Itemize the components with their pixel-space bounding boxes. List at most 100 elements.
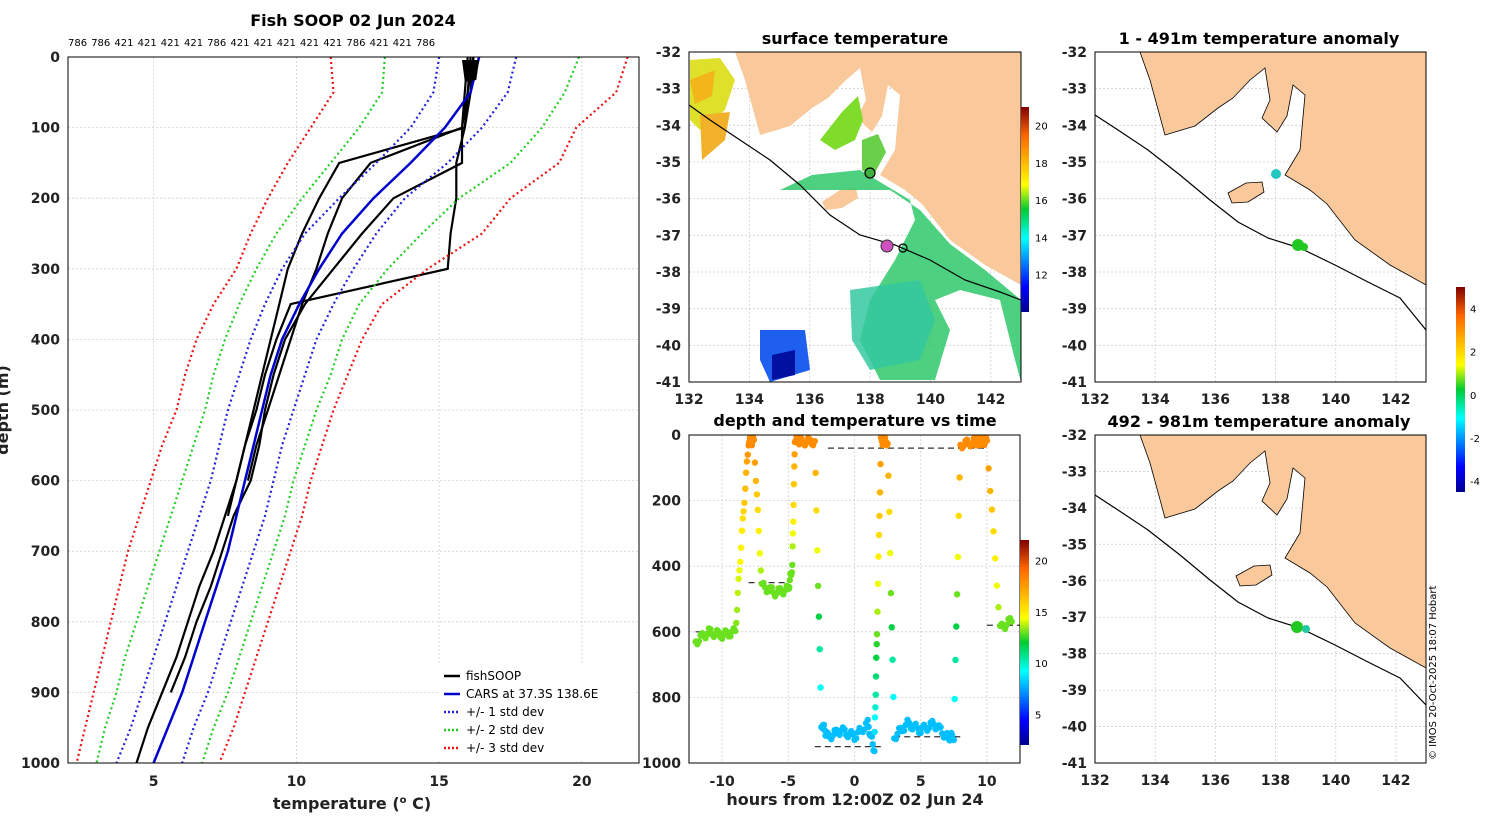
profile-top-label: 421 bbox=[370, 38, 389, 49]
depth-time-point bbox=[789, 530, 797, 537]
depth-time-point bbox=[868, 733, 876, 740]
profile-x-ticks: 5 10 15 20 bbox=[149, 774, 592, 790]
map-x-tick: 134 bbox=[1141, 392, 1170, 408]
map-y-tick: -35 bbox=[656, 155, 681, 171]
depth-time-point bbox=[886, 549, 894, 557]
map-y-tick: -34 bbox=[1062, 118, 1088, 134]
colorbar-tick: 18 bbox=[1035, 159, 1048, 170]
depth-time-point bbox=[987, 487, 994, 495]
depth-time-point bbox=[937, 724, 944, 731]
legend-label-std2: +/- 2 std dev bbox=[466, 723, 544, 737]
legend-label-std1: +/- 1 std dev bbox=[466, 705, 544, 719]
map-y-tick: -32 bbox=[656, 45, 681, 61]
map-y-tick: -33 bbox=[1062, 82, 1087, 98]
depth-time-point bbox=[917, 729, 924, 737]
map-y-tick: -37 bbox=[656, 228, 681, 244]
profile-line--1-std-dev-high- bbox=[181, 57, 518, 763]
sst-ship-marker bbox=[880, 239, 894, 253]
profile-y-tick: 100 bbox=[31, 121, 60, 137]
sst-cold-core bbox=[772, 350, 795, 380]
profile-line--2-std-dev-high- bbox=[201, 57, 581, 763]
profile-top-label: 786 bbox=[416, 38, 435, 49]
legend-box bbox=[438, 663, 634, 759]
depth-time-point bbox=[815, 613, 823, 620]
sst-x-ticks: 132 134 136 138 140 142 bbox=[674, 392, 1005, 408]
sst-west-hot bbox=[690, 70, 715, 104]
map-y-tick: -33 bbox=[656, 82, 681, 98]
profile-y-tick: 400 bbox=[31, 332, 60, 348]
sst-colorbar bbox=[1021, 107, 1029, 312]
depth-time-point bbox=[990, 528, 997, 535]
map-y-tick: -41 bbox=[1062, 756, 1087, 772]
anom1-marker-shelf-2 bbox=[1300, 243, 1308, 251]
depth-time-point bbox=[741, 499, 748, 507]
profile-y-tick: 1000 bbox=[21, 756, 60, 772]
depth-time-point bbox=[873, 641, 880, 648]
anom2-map-panel: 492 - 981m temperature anomaly 132 134 136… bbox=[1062, 412, 1427, 789]
depth-time-point bbox=[985, 465, 992, 472]
anom2-y-ticks: -32 -33 -34 -35 -36 -37 -38 -39 -40 -41 bbox=[1062, 428, 1088, 772]
depth-time-point bbox=[869, 741, 876, 748]
depth-time-point bbox=[754, 506, 761, 513]
profile-legend: fishSOOP CARS at 37.3S 138.6E +/- 1 std … bbox=[438, 663, 634, 759]
depth-time-point bbox=[887, 589, 895, 597]
map-x-tick: 132 bbox=[674, 392, 703, 408]
colorbar-tick: 10 bbox=[1035, 659, 1048, 670]
depth-time-point bbox=[953, 591, 961, 598]
depth-time-point bbox=[790, 518, 797, 525]
map-y-tick: -38 bbox=[1062, 265, 1087, 281]
profile-y-tick: 300 bbox=[31, 262, 60, 278]
depth-time-point bbox=[752, 477, 760, 485]
depth-time-point bbox=[889, 656, 896, 663]
depth-time-point bbox=[814, 582, 822, 590]
profile-y-tick: 700 bbox=[31, 544, 60, 560]
anom1-map-title: 1 - 491m temperature anomaly bbox=[1119, 29, 1400, 48]
anom2-x-ticks: 132 134 136 138 140 142 bbox=[1080, 773, 1410, 789]
depth-time-colorbar bbox=[1020, 540, 1029, 745]
depth-time-point bbox=[736, 567, 743, 574]
profile-top-label: 786 bbox=[91, 38, 110, 49]
profile-y-tick: 200 bbox=[31, 191, 60, 207]
anom1-marker-gulf bbox=[1271, 169, 1281, 179]
depth-time-point bbox=[751, 459, 759, 466]
map-y-tick: -39 bbox=[1062, 302, 1087, 318]
map-y-tick: -35 bbox=[1062, 155, 1087, 171]
depth-time-point bbox=[812, 469, 819, 477]
depth-time-point bbox=[816, 646, 823, 653]
profile-line-fishsoop-cast-c- bbox=[226, 57, 472, 517]
depth-time-point bbox=[704, 631, 711, 638]
depth-time-point bbox=[874, 580, 882, 587]
depth-time-point bbox=[813, 507, 820, 514]
depth-time-point bbox=[871, 714, 879, 721]
map-x-tick: 134 bbox=[735, 392, 764, 408]
depth-time-point bbox=[876, 512, 883, 520]
map-y-tick: -39 bbox=[656, 302, 681, 318]
depth-time-point bbox=[877, 460, 884, 468]
map-y-tick: -32 bbox=[1062, 428, 1087, 444]
depth-time-point bbox=[951, 695, 958, 703]
anom1-kangaroo-island bbox=[1227, 181, 1265, 204]
depth-time-point bbox=[955, 512, 962, 519]
map-y-tick: -35 bbox=[1062, 537, 1087, 553]
anom1-shelf-line bbox=[1094, 114, 1427, 331]
depth-time-point bbox=[786, 583, 793, 591]
map-x-tick: 142 bbox=[976, 392, 1005, 408]
depth-time-point bbox=[743, 458, 751, 465]
map-x-tick: 142 bbox=[1381, 773, 1410, 789]
anom2-marker-shelf bbox=[1291, 621, 1303, 633]
depth-time-point bbox=[992, 555, 999, 562]
colorbar-tick: 15 bbox=[1035, 608, 1048, 619]
map-y-tick: -39 bbox=[1062, 683, 1087, 699]
sst-shelf-band bbox=[780, 170, 1021, 382]
profile-top-label: 421 bbox=[277, 38, 296, 49]
map-y-tick: -32 bbox=[1062, 45, 1087, 61]
colorbar-tick: 20 bbox=[1035, 122, 1048, 133]
depth-time-point bbox=[738, 527, 746, 534]
map-x-tick: 140 bbox=[1321, 773, 1350, 789]
profile-top-label: 421 bbox=[230, 38, 249, 49]
depth-time-point bbox=[817, 684, 824, 691]
profile-series bbox=[75, 57, 629, 763]
depth-time-point bbox=[871, 728, 878, 736]
anom2-kangaroo-island bbox=[1235, 564, 1273, 587]
map-y-tick: -40 bbox=[1062, 338, 1088, 354]
